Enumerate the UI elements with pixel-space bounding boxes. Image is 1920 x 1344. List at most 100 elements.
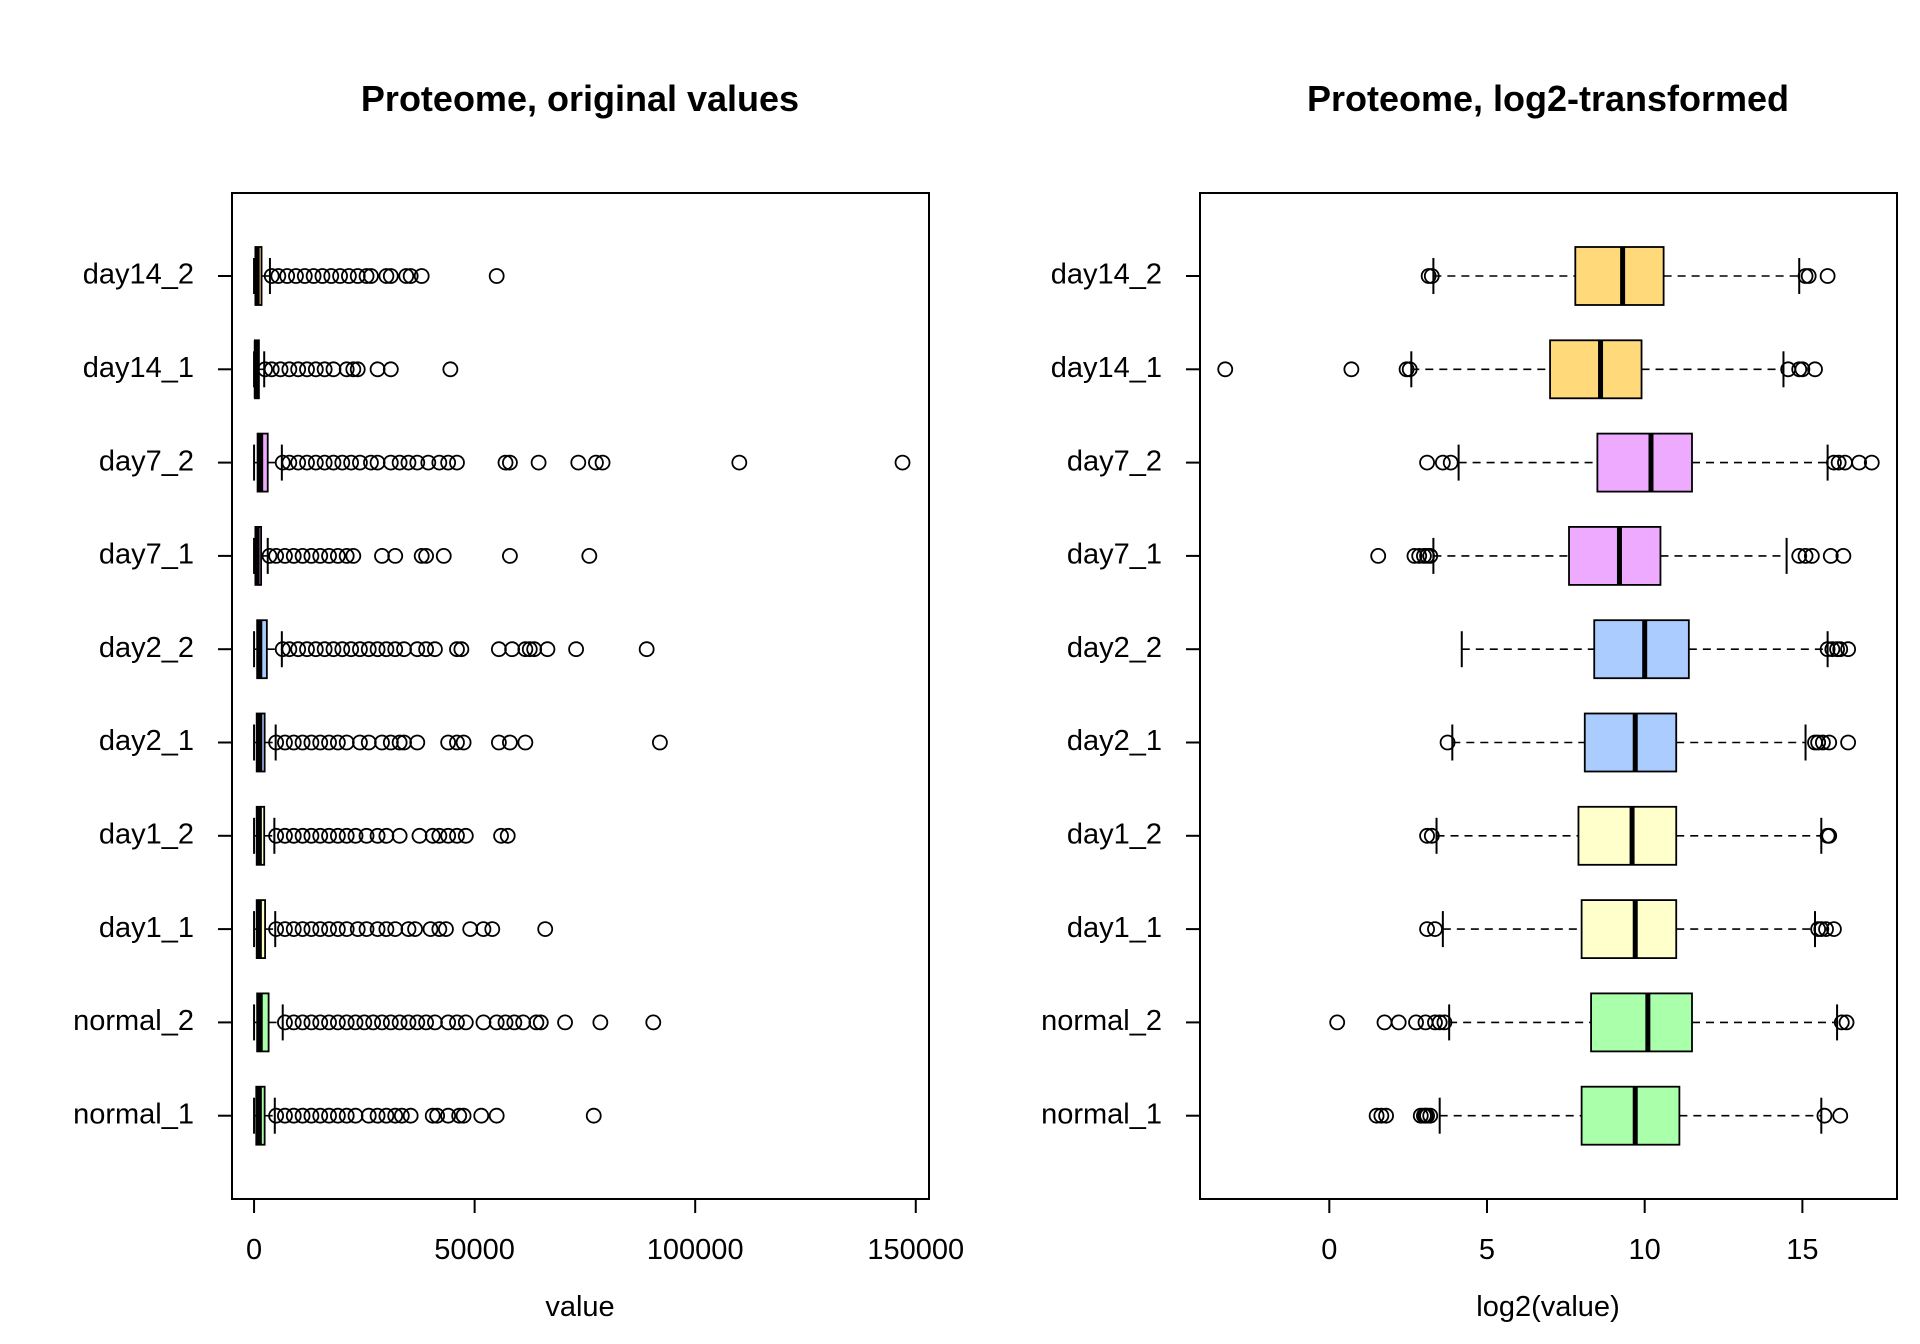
outlier-point xyxy=(413,268,430,284)
outlier-point xyxy=(1819,268,1836,284)
outlier-point xyxy=(440,454,457,471)
outlier-point xyxy=(347,1014,364,1031)
outlier-point xyxy=(402,268,419,284)
outlier-point xyxy=(1794,361,1811,378)
outlier-point xyxy=(1807,361,1823,378)
outlier-point xyxy=(334,454,351,471)
outlier-point xyxy=(312,921,329,937)
box-day1_1 xyxy=(253,899,554,959)
outlier-point xyxy=(557,1014,573,1031)
outlier-point xyxy=(393,1107,410,1124)
outlier-point xyxy=(321,548,337,564)
box-iqr xyxy=(1580,1085,1681,1146)
outlier-point xyxy=(352,734,368,751)
outlier-point xyxy=(1422,548,1439,564)
outlier-point xyxy=(1378,1107,1394,1124)
outlier-point xyxy=(290,454,307,471)
box-iqr xyxy=(1593,619,1690,680)
outlier-point xyxy=(1427,921,1443,937)
outlier-point xyxy=(504,641,521,658)
x-axis: 0 50000 100000 150000 xyxy=(246,1198,964,1266)
outlier-point xyxy=(365,1014,382,1031)
outlier-point xyxy=(374,548,390,564)
outlier-point xyxy=(400,1014,417,1031)
outlier-point xyxy=(382,268,399,284)
outlier-point xyxy=(347,827,364,844)
outlier-point xyxy=(369,641,386,658)
outlier-point xyxy=(303,548,320,564)
outlier-point xyxy=(402,1107,419,1124)
x-axis-label: log2(value) xyxy=(1476,1291,1619,1323)
outlier-point xyxy=(349,361,366,378)
outlier-point xyxy=(321,734,337,751)
outlier-point xyxy=(1832,641,1849,658)
outlier-point xyxy=(303,827,320,844)
outlier-point xyxy=(1370,548,1387,564)
outlier-point xyxy=(453,641,470,658)
outlier-point xyxy=(316,454,333,471)
outlier-point xyxy=(303,921,320,937)
outlier-point xyxy=(312,827,329,844)
outlier-point xyxy=(537,921,554,937)
outlier-point xyxy=(277,734,293,751)
outlier-point xyxy=(1826,921,1842,937)
outlier-point xyxy=(358,268,375,284)
outlier-point xyxy=(299,361,315,378)
outlier-point xyxy=(449,454,465,471)
outlier-point xyxy=(539,641,556,658)
outlier-point xyxy=(391,1014,408,1031)
outlier-point xyxy=(341,268,357,284)
outlier-point xyxy=(1329,1014,1346,1031)
outlier-point xyxy=(321,1014,337,1031)
box-iqr xyxy=(1577,805,1678,866)
outlier-point xyxy=(1797,268,1814,284)
outlier-point xyxy=(347,1107,364,1124)
panel-original-values: Proteome, original values normal_1normal… xyxy=(73,78,964,1323)
outlier-point xyxy=(277,921,293,937)
outlier-point xyxy=(316,361,333,378)
outlier-point xyxy=(652,734,668,751)
outlier-point xyxy=(303,1107,320,1124)
outlier-point xyxy=(268,827,285,844)
outlier-point xyxy=(411,827,428,844)
outlier-point xyxy=(568,641,584,658)
y-axis: normal_1 normal_2 day1_1 day1_2 day2_1 day2_2… xyxy=(1041,259,1200,1130)
outlier-point xyxy=(387,548,404,564)
outlier-point xyxy=(277,827,293,844)
outlier-point xyxy=(332,268,348,284)
outlier-point xyxy=(1832,1107,1849,1124)
outlier-point xyxy=(451,1107,468,1124)
outlier-point xyxy=(506,1014,523,1031)
outlier-point xyxy=(338,734,355,751)
outlier-point xyxy=(1833,1014,1850,1031)
outlier-point xyxy=(502,454,518,471)
outlier-point xyxy=(374,734,390,751)
box-day2_1 xyxy=(253,712,668,773)
outlier-point xyxy=(1840,734,1857,751)
box-day2_2 xyxy=(1460,619,1857,680)
plot-frame xyxy=(1199,192,1898,1200)
outlier-point xyxy=(488,1014,505,1031)
outlier-point xyxy=(268,1107,285,1124)
outlier-point xyxy=(440,1014,457,1031)
y-tick-label: day14_2 xyxy=(1051,259,1162,291)
y-tick-label: day14_1 xyxy=(83,352,194,384)
y-tick-label: normal_2 xyxy=(1041,1005,1162,1037)
outlier-point xyxy=(296,268,313,284)
outlier-point xyxy=(274,641,291,658)
box-normal_1 xyxy=(253,1085,602,1146)
outlier-point xyxy=(592,1014,609,1031)
outlier-point xyxy=(1427,1014,1443,1031)
outlier-point xyxy=(329,548,346,564)
outlier-point xyxy=(1814,734,1831,751)
outlier-point xyxy=(378,1107,395,1124)
outlier-point xyxy=(363,454,379,471)
y-tick-label: day1_2 xyxy=(99,818,194,850)
outlier-point xyxy=(588,454,604,471)
outlier-point xyxy=(316,641,333,658)
outlier-point xyxy=(325,641,342,658)
outlier-point xyxy=(515,1014,532,1031)
outlier-point xyxy=(1851,454,1868,471)
box-day7_1 xyxy=(253,526,598,586)
outlier-point xyxy=(1434,454,1451,471)
